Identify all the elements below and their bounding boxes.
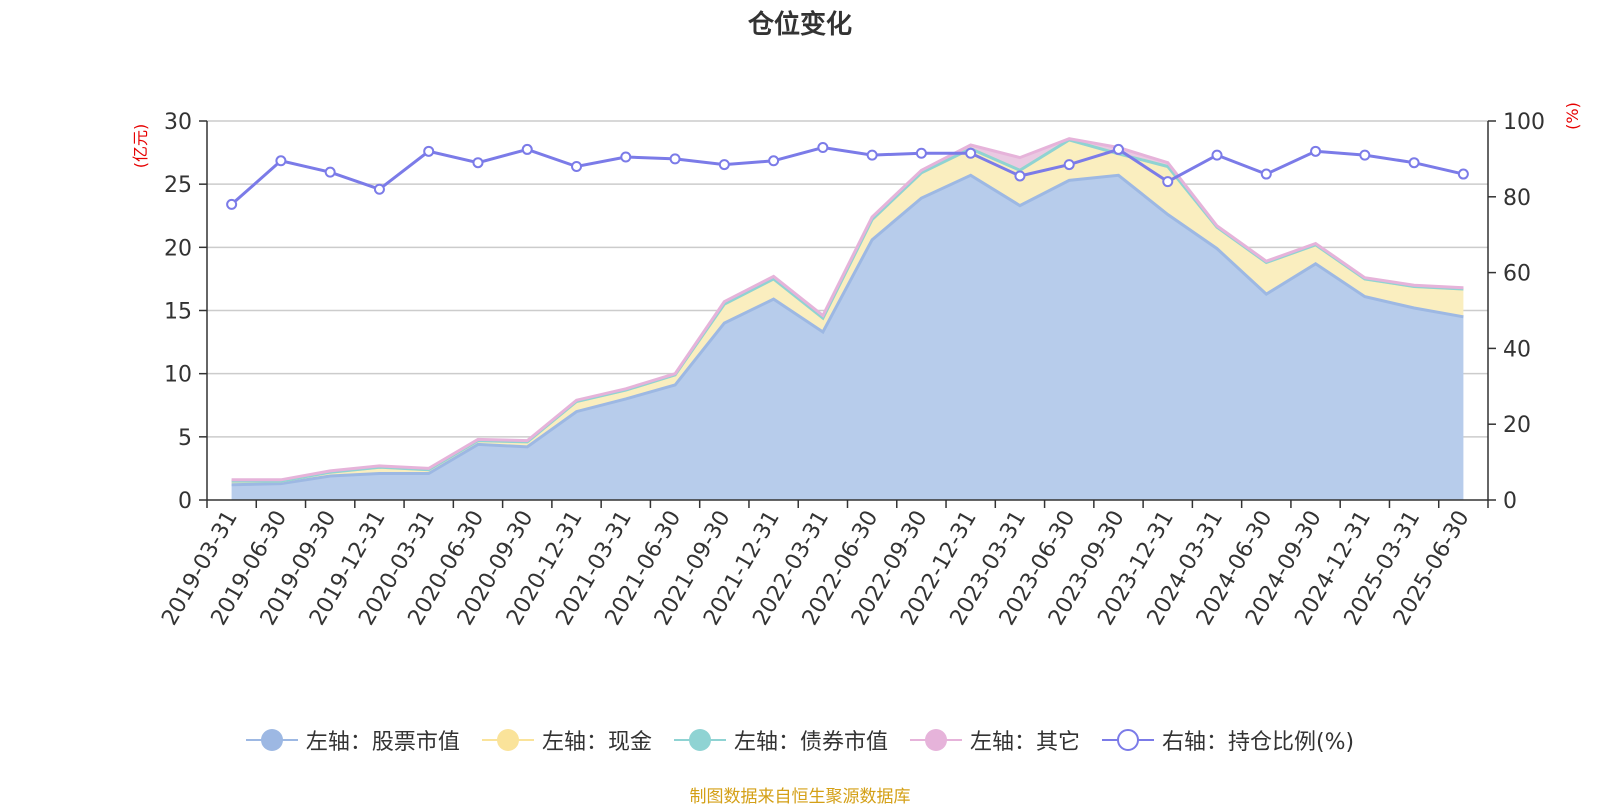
holding-ratio-point [1162, 176, 1174, 188]
legend-swatch-icon [481, 727, 534, 753]
holding-ratio-point [1408, 157, 1420, 169]
legend-item[interactable]: 右轴：持仓比例(%) [1101, 724, 1355, 756]
left-axis-tick-label: 5 [178, 426, 192, 451]
holding-ratio-point [965, 147, 977, 159]
right-axis-tick-label: 100 [1503, 110, 1545, 135]
holding-ratio-point [1310, 145, 1322, 157]
holding-ratio-point [915, 147, 927, 159]
left-axis-tick-label: 30 [164, 110, 192, 135]
holding-ratio-point [1014, 170, 1026, 182]
legend-label: 左轴：其它 [969, 730, 1080, 755]
holding-ratio-point [472, 157, 484, 169]
right-axis-tick-label: 60 [1503, 262, 1531, 287]
legend-item[interactable]: 左轴：股票市值 [245, 724, 460, 756]
holding-ratio-line [230, 145, 1464, 206]
left-axis-tick-label: 0 [178, 489, 192, 514]
holding-ratio-point [373, 183, 385, 195]
right-axis-tick-label: 20 [1503, 413, 1531, 438]
area-line-左轴：股票市值 [231, 173, 1464, 487]
area-左轴：股票市值 [231, 175, 1464, 501]
legend-swatch-icon [673, 727, 726, 753]
holding-ratio-point [275, 155, 287, 167]
legend-swatch-icon [245, 727, 298, 753]
legend-label: 左轴：现金 [541, 730, 652, 755]
left-axis-tick-label: 10 [164, 363, 192, 388]
holding-ratio-point [817, 142, 829, 154]
holding-ratio-point [1359, 149, 1371, 161]
holding-ratio-point [1211, 149, 1223, 161]
source-note: 制图数据来自恒生聚源数据库 [689, 787, 911, 807]
chart-title: 仓位变化 [747, 10, 852, 40]
right-axis-tick-label: 40 [1503, 337, 1531, 362]
holding-ratio-point [866, 149, 878, 161]
holding-ratio-point [669, 153, 681, 165]
holding-ratio-point [324, 166, 336, 178]
holding-ratio-point [423, 145, 435, 157]
holding-ratio-point [571, 160, 583, 172]
holding-ratio-point [768, 155, 780, 167]
legend-item[interactable]: 左轴：其它 [909, 724, 1080, 756]
legend-swatch-icon [1101, 727, 1154, 753]
right-axis-tick-label: 80 [1503, 186, 1531, 211]
left-axis-tick-label: 15 [164, 300, 192, 325]
holding-ratio-point [620, 151, 632, 163]
left-axis-tick-label: 20 [164, 236, 192, 261]
left-axis-tick-label: 25 [164, 173, 192, 198]
left-axis-unit-label: (亿元) [131, 124, 150, 169]
legend-label: 左轴：股票市值 [305, 730, 460, 755]
legend-label: 左轴：债券市值 [733, 730, 888, 755]
legend-swatch-icon [909, 727, 962, 753]
legend-item[interactable]: 左轴：债券市值 [673, 724, 888, 756]
legend-item[interactable]: 左轴：现金 [481, 724, 652, 756]
holding-ratio-point [521, 143, 533, 155]
legend-label: 右轴：持仓比例(%) [1161, 730, 1355, 755]
holding-ratio-point [226, 198, 238, 210]
right-axis-tick-label: 0 [1503, 489, 1517, 514]
area-line-左轴：其它 [231, 137, 1464, 482]
holding-ratio-point [1063, 159, 1075, 171]
legend: 左轴：股票市值 左轴：现金 左轴：债券市值 左轴：其它 右轴：持仓比例(%) [0, 724, 1600, 756]
right-axis-unit-label: (%) [1563, 102, 1582, 130]
holding-ratio-point [1112, 143, 1124, 155]
holding-ratio-point [1260, 168, 1272, 180]
holding-ratio-point [1457, 168, 1469, 180]
holding-ratio-point [718, 159, 730, 171]
